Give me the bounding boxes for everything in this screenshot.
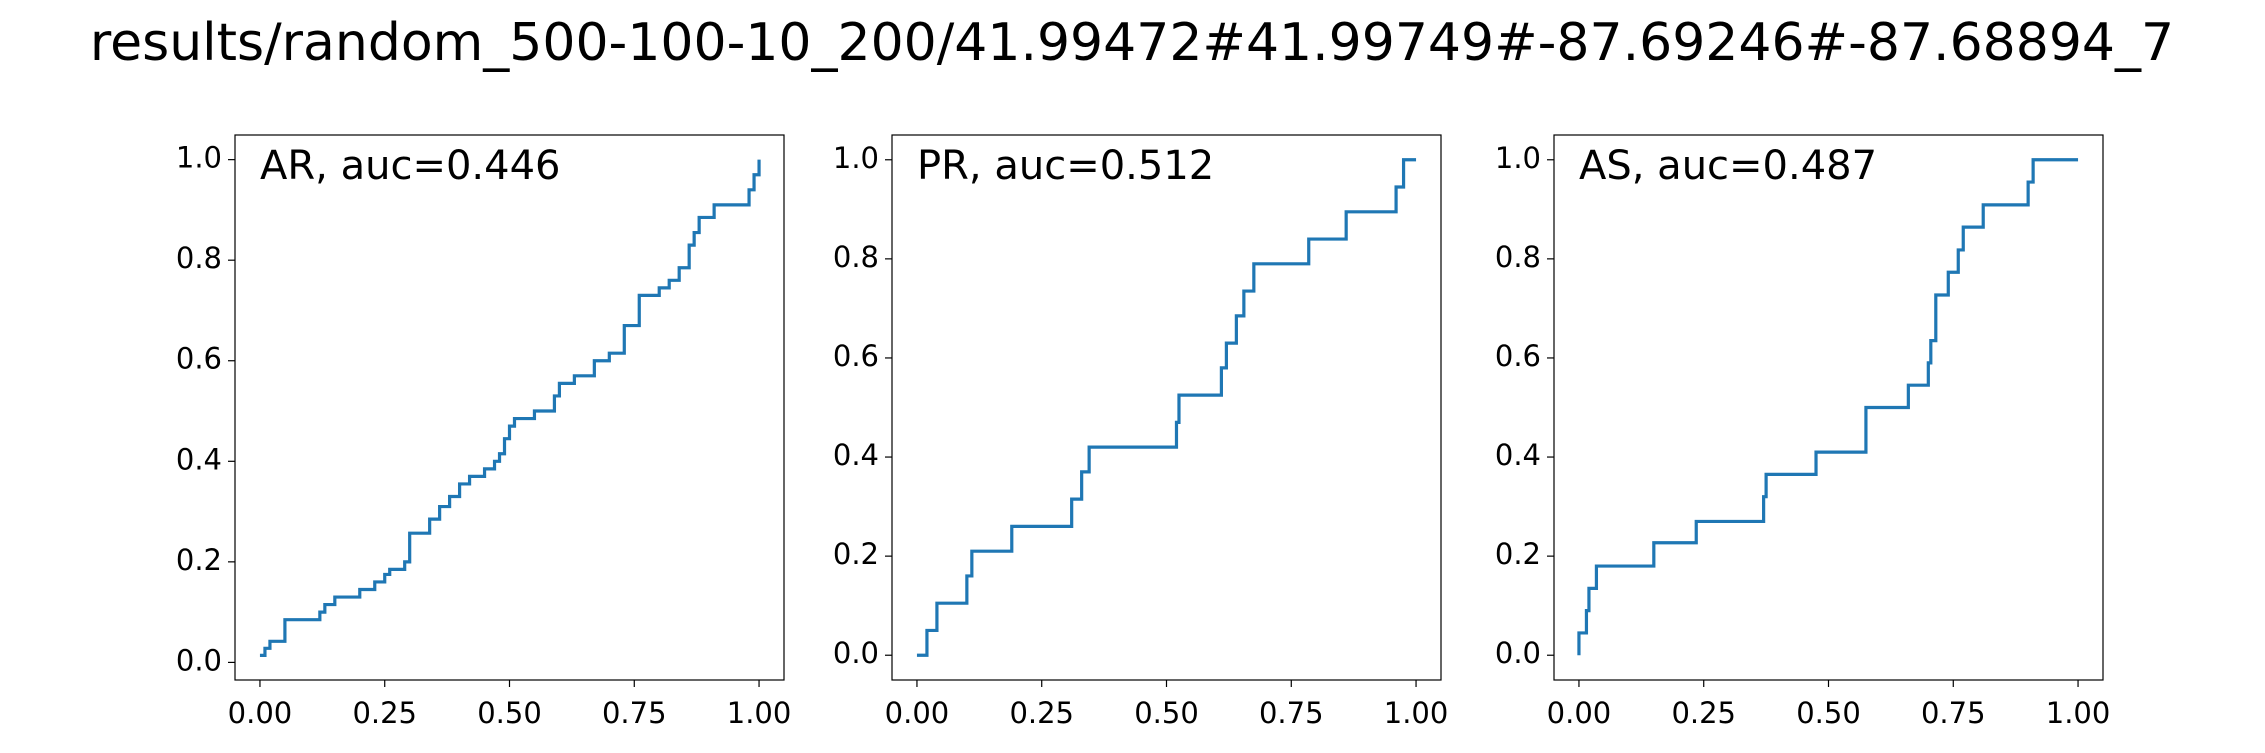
roc-line — [1577, 158, 2079, 656]
y-tick-label: 0.4 — [833, 438, 879, 472]
y-tick-label: 0.4 — [1495, 438, 1541, 472]
axes-frame — [891, 134, 1442, 681]
y-tick-label: 0.2 — [833, 537, 879, 571]
x-tick-label: 0.25 — [352, 696, 417, 730]
y-tick-label: 0.0 — [176, 643, 222, 677]
roc-line — [259, 159, 761, 657]
y-tick-label: 0.6 — [176, 342, 222, 376]
x-tick-label: 0.25 — [1671, 696, 1736, 730]
figure-title: results/random_500-100-10_200/41.99472#4… — [90, 13, 2174, 73]
x-tick-label: 0.00 — [228, 696, 293, 730]
annotation: AS, auc=0.487 — [1579, 143, 1877, 189]
y-tick-label: 0.8 — [176, 241, 222, 275]
y-tick-label: 0.0 — [1495, 636, 1541, 670]
y-tick-label: 0.4 — [176, 442, 222, 476]
y-tick-label: 0.2 — [1495, 537, 1541, 571]
y-tick-label: 0.6 — [1495, 339, 1541, 373]
x-tick-label: 0.25 — [1009, 696, 1074, 730]
x-tick-label: 0.75 — [602, 696, 667, 730]
y-tick-label: 1.0 — [176, 141, 222, 175]
x-tick-label: 1.00 — [1384, 696, 1449, 730]
x-tick-label: 0.75 — [1921, 696, 1986, 730]
y-tick-label: 0.8 — [1495, 240, 1541, 274]
y-tick-label: 0.2 — [176, 543, 222, 577]
axes-frame — [1553, 134, 2104, 681]
y-tick-label: 1.0 — [1495, 141, 1541, 175]
x-tick-label: 0.00 — [885, 696, 950, 730]
y-tick-label: 0.8 — [833, 240, 879, 274]
x-tick-label: 0.75 — [1259, 696, 1324, 730]
x-tick-label: 0.50 — [1796, 696, 1861, 730]
x-tick-label: 0.50 — [477, 696, 542, 730]
x-tick-label: 1.00 — [727, 696, 792, 730]
y-tick-label: 1.0 — [833, 141, 879, 175]
y-tick-label: 0.6 — [833, 339, 879, 373]
x-tick-label: 0.00 — [1547, 696, 1612, 730]
axes-frame — [234, 134, 785, 681]
x-tick-label: 1.00 — [2046, 696, 2111, 730]
roc-line — [916, 158, 1417, 657]
annotation: PR, auc=0.512 — [917, 143, 1214, 189]
x-tick-label: 0.50 — [1134, 696, 1199, 730]
y-tick-label: 0.0 — [833, 636, 879, 670]
annotation: AR, auc=0.446 — [260, 143, 560, 189]
